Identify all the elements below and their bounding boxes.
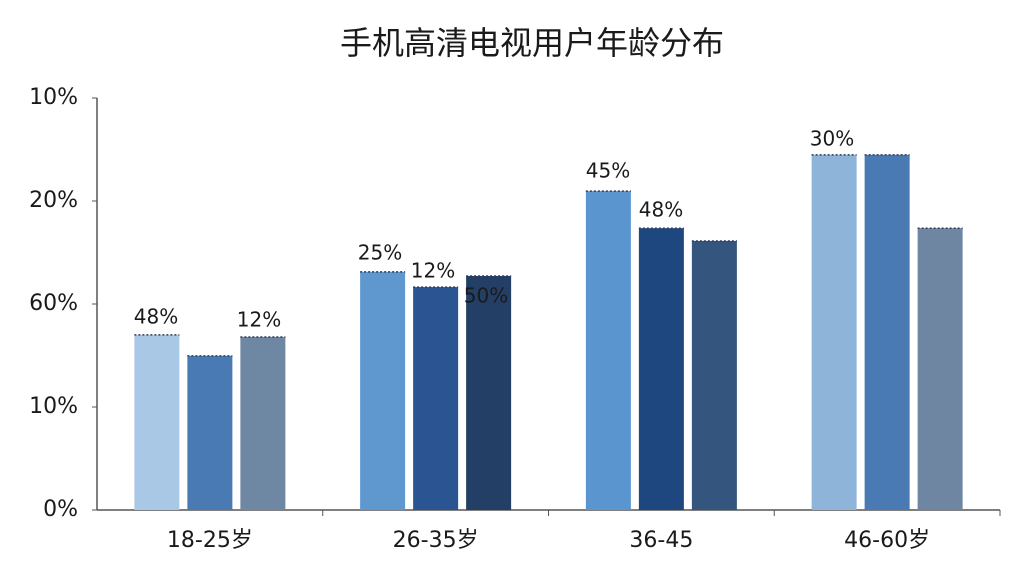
- x-tick-label: 26-35岁: [393, 528, 479, 553]
- y-axis-label: 60%: [29, 291, 78, 316]
- bar: [413, 287, 459, 510]
- x-tick-label: 36-45: [629, 528, 693, 553]
- bar: [864, 154, 910, 510]
- bar: [585, 191, 631, 510]
- y-axis-label: 0%: [43, 497, 78, 522]
- x-tick-label: 46-60岁: [844, 528, 930, 553]
- bar: [187, 355, 233, 510]
- data-label: 48%: [639, 198, 683, 222]
- data-label: 25%: [358, 241, 402, 265]
- chart-title: 手机高清电视用户年龄分布: [340, 24, 724, 62]
- data-label: 45%: [586, 159, 630, 183]
- data-label: 12%: [237, 308, 281, 332]
- bar: [638, 228, 684, 510]
- data-label: 50%: [464, 284, 508, 308]
- x-tick-label: 18-25岁: [167, 528, 253, 553]
- bar: [134, 334, 180, 510]
- data-label: 48%: [134, 305, 178, 329]
- y-axis-label: 10%: [29, 394, 78, 419]
- bar: [360, 271, 406, 510]
- bar: [917, 228, 963, 510]
- y-axis-label: 20%: [29, 188, 78, 213]
- bar: [240, 336, 286, 510]
- bar: [466, 275, 512, 510]
- data-label: 30%: [810, 127, 854, 151]
- y-axis-label: 10%: [29, 85, 78, 110]
- bar: [811, 154, 857, 510]
- bar: [691, 240, 737, 511]
- data-label: 12%: [411, 259, 455, 283]
